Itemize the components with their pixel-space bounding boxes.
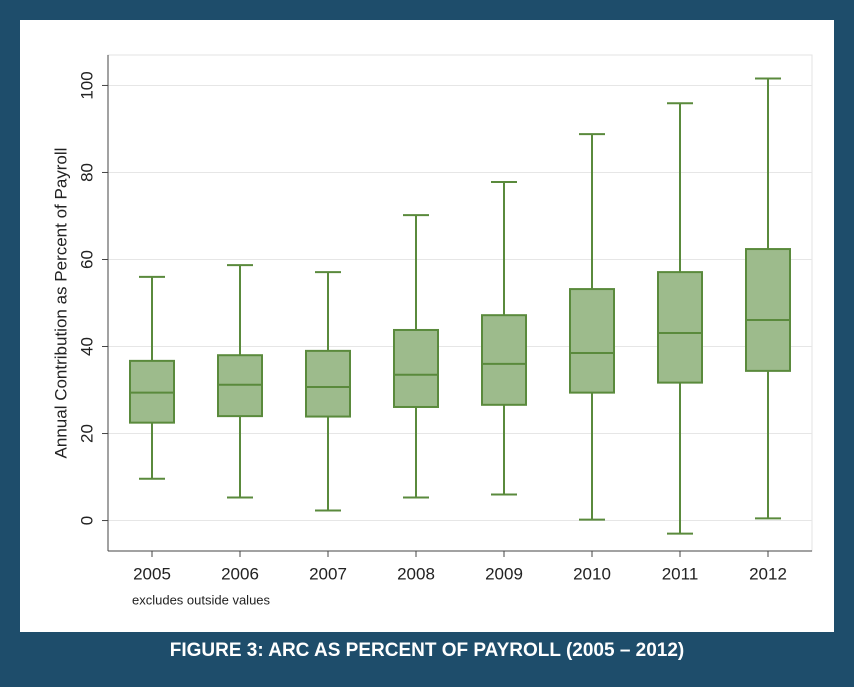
x-tick-label: 2010: [573, 564, 611, 583]
caption: FIGURE 3: ARC AS PERCENT OF PAYROLL (200…: [169, 640, 685, 661]
y-tick-label: 0: [77, 516, 96, 525]
x-tick-label: 2005: [133, 564, 171, 583]
y-tick-label: 20: [77, 424, 96, 443]
y-tick-label: 60: [77, 250, 96, 269]
x-tick-label: 2008: [397, 564, 435, 583]
note: excludes outside values: [132, 592, 271, 607]
y-tick-label: 80: [77, 163, 96, 182]
y-axis-label: Annual Contribution as Percent of Payrol…: [51, 148, 70, 459]
chart: Annual Contribution as Percent of Payrol…: [20, 20, 834, 632]
plot-area: [107, 54, 813, 552]
box: [481, 314, 527, 406]
x-tick-label: 2009: [485, 564, 523, 583]
y-tick-label: 100: [77, 71, 96, 99]
box: [745, 248, 791, 372]
x-tick-label: 2011: [662, 564, 699, 583]
box: [305, 349, 351, 418]
x-tick-label: 2007: [309, 564, 347, 583]
x-tick-label: 2012: [749, 564, 787, 583]
y-tick-label: 40: [77, 337, 96, 356]
x-tick-label: 2006: [221, 564, 259, 583]
box: [569, 288, 615, 394]
box: [393, 328, 439, 408]
box: [657, 271, 703, 384]
